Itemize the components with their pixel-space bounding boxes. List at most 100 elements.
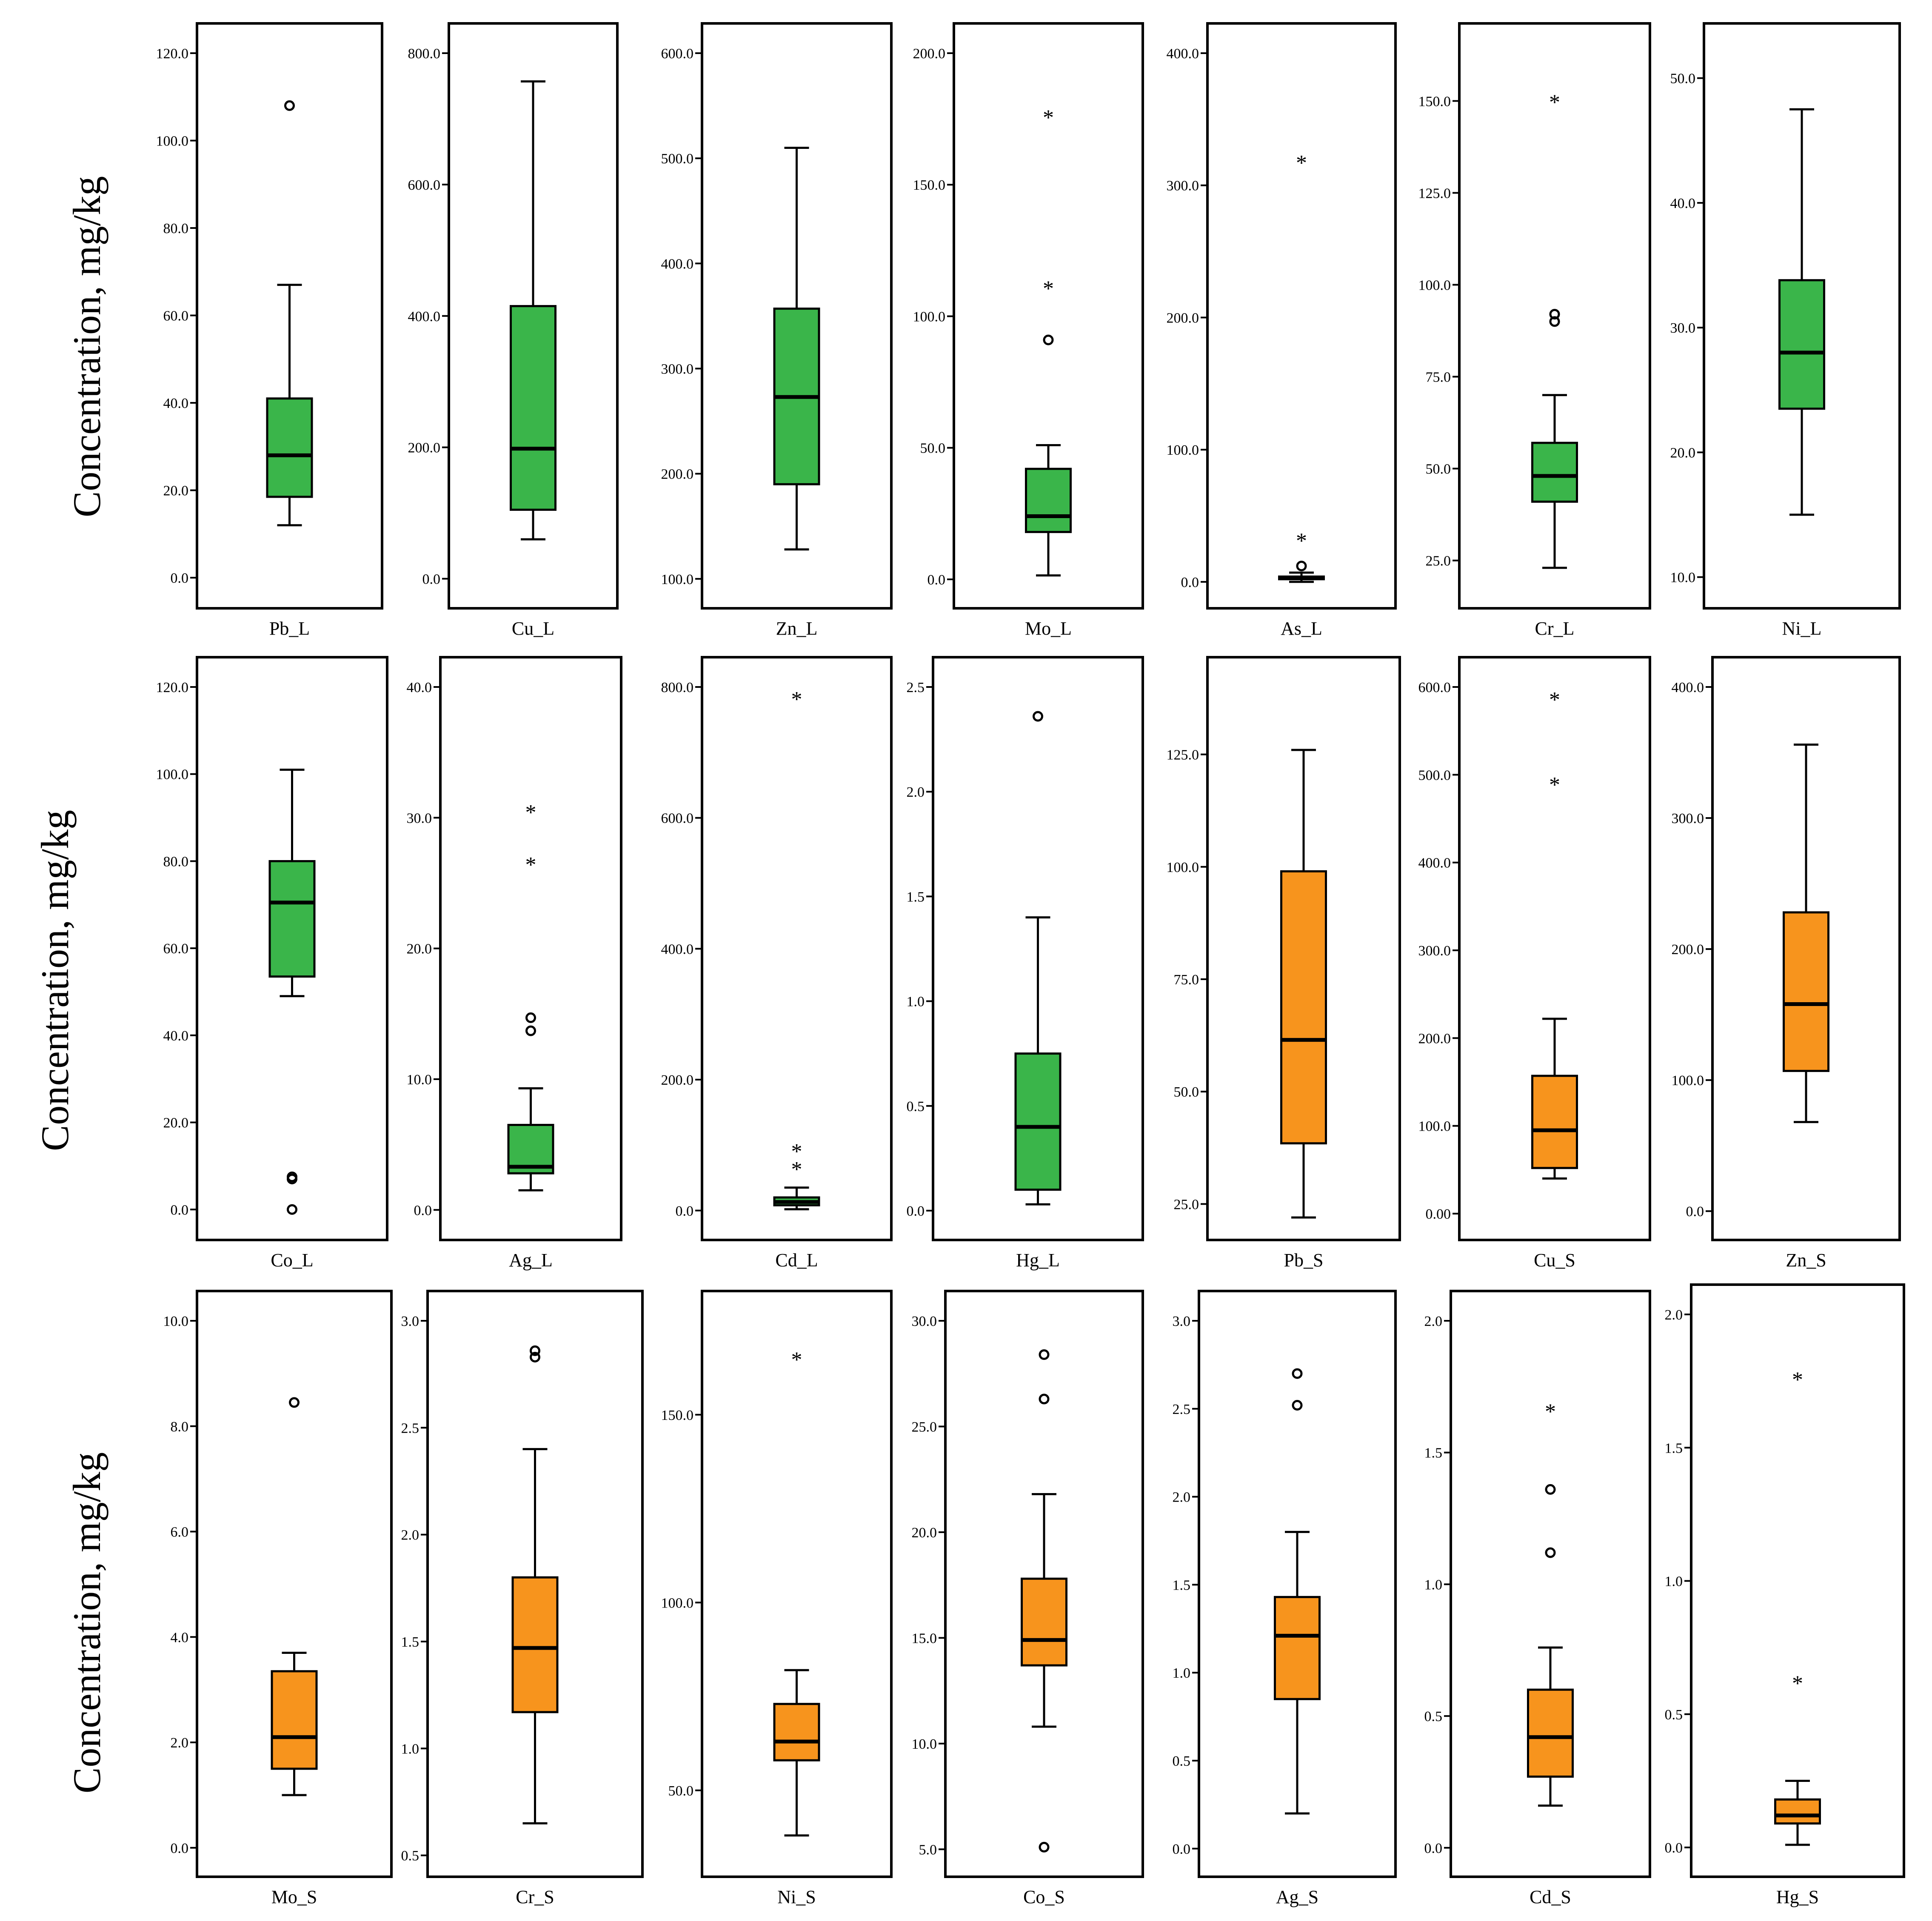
outlier-point bbox=[1033, 711, 1043, 722]
y-tick-label: 800.0 bbox=[408, 46, 441, 62]
y-tick-label: 2.0 bbox=[401, 1528, 420, 1543]
y-tick-label: 100.0 bbox=[1418, 277, 1451, 293]
outlier-point bbox=[1549, 309, 1560, 320]
y-tick-label: 2.0 bbox=[1424, 1314, 1443, 1329]
y-tick-label: 40.0 bbox=[163, 1028, 189, 1044]
y-tick-label: 50.0 bbox=[1174, 1084, 1199, 1100]
iqr-box bbox=[1778, 279, 1825, 410]
y-tick-label: 200.0 bbox=[408, 440, 441, 456]
y-tick-label: 8.0 bbox=[171, 1419, 189, 1435]
y-tick-label: 600.0 bbox=[1418, 680, 1451, 695]
y-tick-label: 400.0 bbox=[408, 309, 441, 325]
y-tick-label: 3.0 bbox=[1173, 1314, 1191, 1329]
y-tick-label: 120.0 bbox=[156, 680, 189, 695]
category-label: Cd_L bbox=[775, 1250, 818, 1271]
extreme-point: * bbox=[1792, 1368, 1803, 1392]
y-tick-label: 30.0 bbox=[912, 1314, 937, 1329]
y-tick-label: 0.00 bbox=[1426, 1206, 1451, 1222]
y-tick-label: 75.0 bbox=[1426, 370, 1451, 385]
y-tick-label: 200.0 bbox=[661, 467, 694, 482]
y-tick-label: 0.5 bbox=[401, 1848, 420, 1864]
y-tick-label: 1.5 bbox=[401, 1634, 420, 1650]
y-tick-label: 10.0 bbox=[407, 1072, 432, 1088]
y-tick-label: 100.0 bbox=[913, 309, 946, 325]
panel-zn-s: 0.0 100.0 200.0 300.0 400.0 Zn_S bbox=[1672, 656, 1901, 1271]
iqr-box bbox=[510, 305, 556, 511]
y-tick-label: 0.0 bbox=[676, 1203, 694, 1219]
panel-frame bbox=[944, 1290, 1144, 1878]
panel-mo-s: 0.0 2.0 4.0 6.0 8.0 10.0 Mo_S bbox=[163, 1290, 393, 1907]
y-tick-label: 100.0 bbox=[156, 767, 189, 783]
category-label: Ni_L bbox=[1782, 618, 1822, 639]
y-tick-label: 200.0 bbox=[1418, 1031, 1451, 1046]
y-tick-label: 150.0 bbox=[661, 1408, 694, 1423]
y-tick-label: 0.0 bbox=[171, 570, 189, 586]
panel-mo-l: 0.0 50.0 100.0 150.0 200.0 * * Mo_L bbox=[913, 22, 1144, 639]
category-label: Cu_L bbox=[512, 618, 554, 639]
y-tick-label: 1.5 bbox=[1424, 1445, 1443, 1461]
panel-co-s: 5.0 10.0 15.0 20.0 25.0 30.0 Co_S bbox=[912, 1290, 1144, 1907]
y-tick-label: 10.0 bbox=[912, 1736, 937, 1752]
y-tick-label: 1.0 bbox=[907, 994, 925, 1010]
panel-frame bbox=[1458, 656, 1651, 1241]
y-tick-label: 4.0 bbox=[171, 1630, 189, 1645]
outlier-point bbox=[1043, 334, 1054, 345]
y-tick-label: 1.0 bbox=[1424, 1577, 1443, 1593]
outlier-point bbox=[1039, 1841, 1050, 1853]
category-label: Mo_L bbox=[1025, 618, 1072, 639]
category-label: Zn_S bbox=[1786, 1250, 1826, 1271]
y-tick-label: 100.0 bbox=[156, 134, 189, 149]
y-tick-label: 1.0 bbox=[401, 1741, 420, 1757]
y-tick-label: 6.0 bbox=[171, 1525, 189, 1540]
y-tick-label: 30.0 bbox=[1670, 320, 1696, 336]
category-label: Cr_S bbox=[516, 1887, 554, 1907]
y-tick-label: 200.0 bbox=[1167, 310, 1199, 326]
extreme-point: * bbox=[1296, 529, 1307, 553]
y-tick-label: 50.0 bbox=[1426, 462, 1451, 477]
y-tick-label: 0.0 bbox=[1665, 1840, 1683, 1856]
extreme-point: * bbox=[1549, 90, 1560, 114]
y-tick-label: 1.0 bbox=[1173, 1665, 1191, 1681]
y-tick-label: 50.0 bbox=[920, 441, 946, 456]
extreme-point: * bbox=[525, 801, 537, 825]
y-tick-label: 300.0 bbox=[1672, 811, 1704, 827]
category-label: Ag_S bbox=[1276, 1887, 1318, 1907]
y-tick-label: 120.0 bbox=[156, 46, 189, 62]
category-label: Mo_S bbox=[271, 1887, 317, 1907]
y-tick-label: 100.0 bbox=[661, 1595, 694, 1611]
y-tick-label: 0.0 bbox=[171, 1202, 189, 1218]
panel-frame bbox=[1458, 22, 1651, 610]
outlier-point bbox=[1292, 1368, 1303, 1379]
y-tick-label: 40.0 bbox=[163, 396, 189, 411]
category-label: Hg_S bbox=[1776, 1887, 1819, 1907]
iqr-box bbox=[1280, 870, 1327, 1145]
y-tick-label: 0.0 bbox=[1181, 575, 1199, 590]
y-tick-label: 0.0 bbox=[1424, 1841, 1443, 1856]
y-tick-label: 0.5 bbox=[1424, 1709, 1443, 1724]
y-tick-label: 100.0 bbox=[1418, 1119, 1451, 1134]
y-tick-label: 150.0 bbox=[1418, 94, 1451, 109]
panel-hg-l: 0.0 0.5 1.0 1.5 2.0 2.5 Hg_L bbox=[907, 656, 1144, 1271]
category-label: Cd_S bbox=[1530, 1887, 1571, 1907]
panel-frame bbox=[932, 656, 1144, 1241]
y-axis-label-row-1: Concentration, mg/kg bbox=[65, 176, 108, 517]
panel-frame bbox=[1206, 22, 1397, 610]
y-tick-label: 80.0 bbox=[163, 854, 189, 869]
category-label: Pb_L bbox=[269, 618, 310, 639]
y-tick-label: 10.0 bbox=[163, 1314, 189, 1329]
panel-frame bbox=[196, 1290, 393, 1878]
extreme-point: * bbox=[1545, 1400, 1556, 1424]
panel-pb-s: 25.0 50.0 75.0 100.0 125.0 Pb_S bbox=[1167, 656, 1401, 1271]
extreme-point: * bbox=[791, 1348, 802, 1372]
extreme-point: * bbox=[791, 1157, 802, 1182]
y-tick-label: 400.0 bbox=[661, 256, 694, 272]
y-tick-label: 400.0 bbox=[1167, 46, 1199, 62]
panel-cr-s: 0.5 1.0 1.5 2.0 2.5 3.0 Cr_S bbox=[401, 1290, 644, 1907]
extreme-point: * bbox=[791, 1140, 802, 1164]
outlier-point bbox=[284, 100, 295, 111]
outlier-point bbox=[530, 1351, 540, 1362]
panel-cd-s: 0.0 0.5 1.0 1.5 2.0 * Cd_S bbox=[1424, 1290, 1651, 1907]
y-tick-label: 600.0 bbox=[661, 46, 694, 62]
